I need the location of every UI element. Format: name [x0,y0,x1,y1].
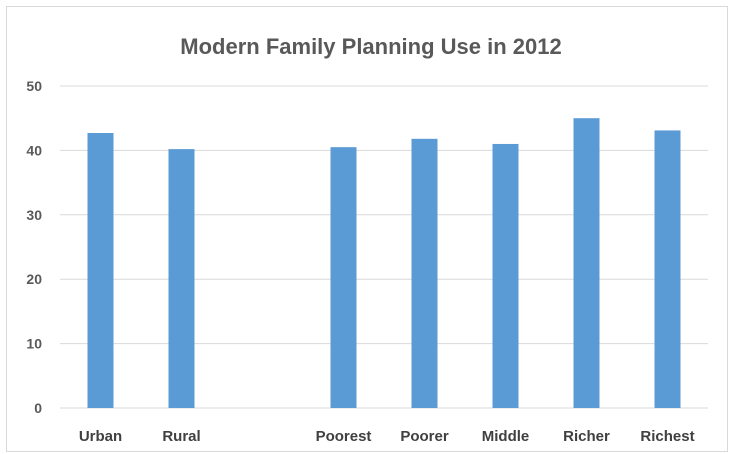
chart-frame [6,6,728,452]
x-tick-label: Richer [563,428,610,445]
bar-poorest [330,147,357,408]
gridlines [60,85,708,409]
y-tick-label: 0 [34,400,42,416]
bar-richer [573,118,600,408]
x-tick-label: Richest [640,428,694,445]
y-tick-label: 20 [26,271,42,287]
bar-richest [654,130,681,408]
y-tick-label: 50 [26,78,42,94]
x-tick-label: Urban [79,428,122,445]
y-tick-label: 40 [26,142,42,158]
x-tick-label: Poorest [316,428,372,445]
bar-poorer [411,138,438,409]
bar-middle [492,143,519,408]
bar-rural [168,149,195,408]
bars [87,118,681,409]
chart-title: Modern Family Planning Use in 2012 [180,34,561,59]
x-tick-label: Poorer [400,428,449,445]
y-tick-label: 10 [26,336,42,352]
x-axis-labels: Urban Rural Poorest Poorer Middle Richer Riche… [79,428,695,445]
x-tick-label: Rural [162,428,200,445]
y-tick-label: 30 [26,207,42,223]
bar-urban [87,133,114,408]
y-axis-ticks: 0 10 20 30 40 50 [26,78,42,416]
x-tick-label: Middle [482,428,530,445]
